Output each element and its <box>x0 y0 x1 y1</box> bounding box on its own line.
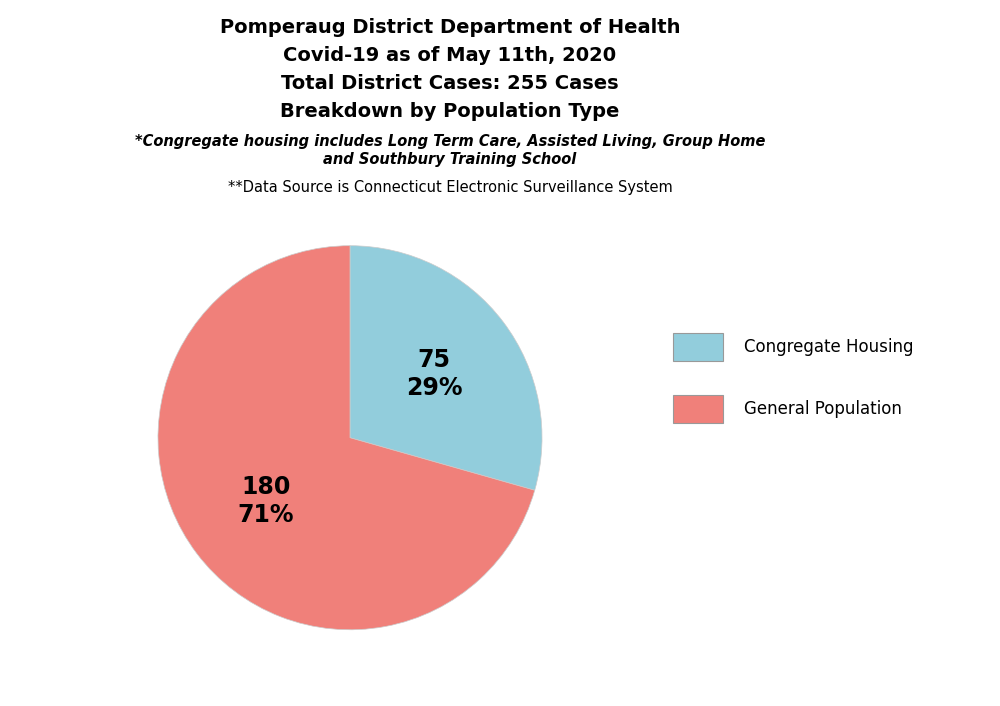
Text: Pomperaug District Department of Health: Pomperaug District Department of Health <box>220 18 680 37</box>
Text: *Congregate housing includes Long Term Care, Assisted Living, Group Home
and Sou: *Congregate housing includes Long Term C… <box>135 134 765 167</box>
Bar <box>673 333 723 361</box>
Wedge shape <box>158 246 535 630</box>
Text: Breakdown by Population Type: Breakdown by Population Type <box>280 102 620 121</box>
Text: Congregate Housing: Congregate Housing <box>744 338 914 356</box>
Text: **Data Source is Connecticut Electronic Surveillance System: **Data Source is Connecticut Electronic … <box>228 180 672 195</box>
Text: 180
71%: 180 71% <box>237 475 294 527</box>
Wedge shape <box>350 246 542 490</box>
Text: Total District Cases: 255 Cases: Total District Cases: 255 Cases <box>281 74 619 93</box>
Bar <box>673 395 723 423</box>
Text: General Population: General Population <box>744 400 902 418</box>
Text: Covid-19 as of May 11th, 2020: Covid-19 as of May 11th, 2020 <box>283 46 617 65</box>
Text: 75
29%: 75 29% <box>406 348 463 400</box>
